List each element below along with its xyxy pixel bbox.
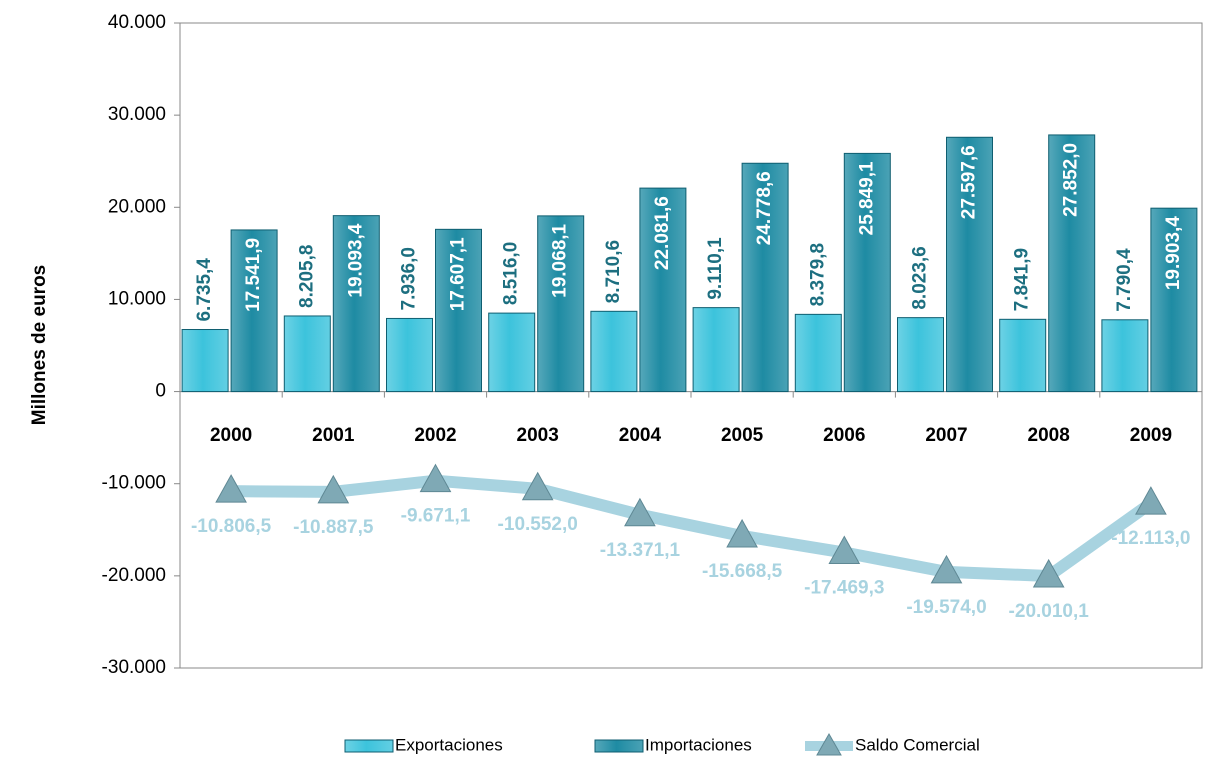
data-label: 9.110,1	[705, 237, 726, 300]
legend-label: Saldo Comercial	[855, 735, 980, 754]
bar	[386, 317, 433, 393]
x-tick-label: 2000	[210, 425, 252, 446]
data-label: -20.010,1	[1009, 601, 1090, 622]
data-label: 19.903,4	[1163, 216, 1184, 290]
data-label: 8.379,8	[807, 243, 828, 306]
marker	[419, 463, 452, 493]
legend-key	[344, 739, 394, 753]
bar	[488, 312, 536, 393]
data-label: -19.574,0	[906, 597, 986, 618]
data-label: 8.205,8	[296, 245, 317, 308]
marker	[930, 554, 963, 584]
data-label: -10.552,0	[498, 514, 578, 535]
y-tick-label: -30.000	[102, 657, 166, 678]
data-label: -10.806,5	[191, 516, 272, 537]
y-tick-label: -20.000	[102, 565, 166, 586]
marker	[215, 474, 247, 503]
x-tick-label: 2004	[619, 425, 662, 446]
data-label: -12.113,0	[1111, 528, 1190, 549]
bar	[946, 136, 993, 393]
bar	[1150, 207, 1198, 393]
legend-key	[594, 739, 644, 753]
data-label: 7.790,4	[1114, 248, 1135, 312]
y-tick-label: 10.000	[108, 288, 166, 309]
data-label: 17.541,9	[243, 238, 264, 312]
data-label: 24.778,6	[754, 171, 775, 245]
x-tick-label: 2008	[1028, 425, 1070, 446]
data-label: -9.671,1	[401, 506, 471, 527]
bar	[435, 228, 482, 393]
bar	[741, 162, 789, 393]
legend-marker	[816, 732, 842, 756]
x-tick-label: 2005	[721, 425, 764, 446]
bar	[181, 329, 229, 393]
data-label: 8.516,0	[501, 242, 522, 305]
marker	[624, 497, 656, 527]
data-label: -10.887,5	[293, 517, 374, 538]
marker	[828, 535, 861, 565]
data-label: 7.841,9	[1012, 248, 1033, 311]
x-tick-label: 2003	[517, 425, 559, 446]
data-label: -13.371,1	[600, 540, 681, 561]
bar	[590, 310, 638, 393]
data-label: 22.081,6	[652, 196, 673, 270]
y-tick-label: -10.000	[102, 473, 166, 494]
bar	[897, 317, 944, 393]
data-label: 17.607,1	[448, 237, 469, 311]
legend-label: Exportaciones	[395, 735, 503, 754]
marker	[521, 471, 554, 501]
data-label: 25.849,1	[856, 161, 877, 235]
line	[231, 474, 1155, 582]
x-tick-label: 2002	[414, 425, 456, 446]
marker	[1032, 558, 1065, 588]
bar	[283, 315, 331, 393]
bar	[692, 307, 740, 393]
y-axis-title: Millones de euros	[29, 265, 50, 425]
bar	[1048, 134, 1096, 393]
x-tick-label: 2007	[925, 425, 967, 446]
bar	[794, 313, 842, 393]
y-tick-label: 30.000	[108, 104, 166, 125]
data-label: 27.597,6	[959, 145, 980, 219]
y-tick-label: 20.000	[108, 196, 166, 217]
data-label: -15.668,5	[702, 561, 783, 582]
marker	[317, 474, 350, 504]
data-label: 8.023,6	[910, 246, 931, 309]
data-label: 19.093,4	[345, 223, 366, 297]
bar	[230, 229, 278, 393]
y-tick-label: 40.000	[108, 12, 166, 33]
bar	[639, 187, 687, 393]
data-label: 27.852,0	[1061, 143, 1082, 217]
data-label: 19.068,1	[550, 223, 571, 297]
x-tick-label: 2006	[823, 425, 865, 446]
data-label: -17.469,3	[804, 578, 884, 599]
data-label: 7.936,0	[399, 247, 420, 310]
legend-label: Importaciones	[645, 735, 752, 754]
bar	[999, 318, 1047, 393]
x-tick-label: 2001	[312, 425, 355, 446]
marker	[726, 518, 758, 548]
x-tick-label: 2009	[1130, 425, 1172, 446]
data-label: 8.710,6	[603, 240, 624, 303]
bar	[1101, 319, 1149, 393]
y-tick-label: 0	[155, 381, 166, 402]
bar	[332, 215, 380, 393]
bar	[537, 215, 585, 393]
marker	[1135, 486, 1167, 515]
bar	[843, 152, 891, 393]
plot-area	[179, 22, 1203, 669]
data-label: 6.735,4	[194, 258, 215, 322]
